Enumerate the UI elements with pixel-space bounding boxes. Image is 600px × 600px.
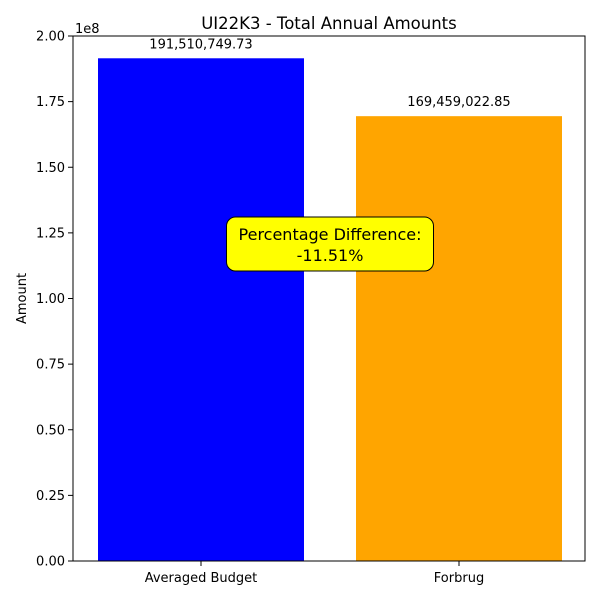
- x-axis-ticks-group: Averaged Budget Forbrug: [145, 561, 484, 586]
- y-tick-label-6: 1.50: [36, 161, 65, 176]
- y-tick-label-1: 0.25: [36, 489, 65, 504]
- y-tick-label-8: 2.00: [36, 30, 65, 45]
- plot-frame: [72, 35, 586, 562]
- bar-1: [98, 58, 304, 562]
- y-axis-ticks-group: 0.00 0.25 0.50 0.75 1.00 1.25 1.50 1.75 2.00: [36, 30, 73, 570]
- bar-data-labels-group: 191,510,749.73 169,459,022.85: [149, 37, 510, 110]
- y-tick-label-0: 0.00: [36, 555, 65, 570]
- y-tick-label-5: 1.25: [36, 226, 65, 241]
- y-tick-label-7: 1.75: [36, 95, 65, 110]
- y-axis-label: Amount: [15, 273, 30, 324]
- y-tick-label-4: 1.00: [36, 292, 65, 307]
- bar-2: [356, 116, 562, 561]
- percentage-difference-callout: Percentage Difference: -11.51%: [226, 216, 434, 272]
- y-axis-scale-label: 1e8: [75, 22, 100, 37]
- bars-group: [98, 58, 562, 562]
- y-tick-label-2: 0.50: [36, 423, 65, 438]
- callout-title: Percentage Difference:: [239, 225, 422, 244]
- bar-data-label-1: 191,510,749.73: [149, 37, 252, 52]
- bar-data-label-2: 169,459,022.85: [407, 95, 510, 110]
- chart-title: UI22K3 - Total Annual Amounts: [201, 14, 457, 33]
- y-tick-label-3: 0.75: [36, 358, 65, 373]
- callout-box: [226, 216, 434, 272]
- callout-value: -11.51%: [297, 246, 364, 265]
- x-tick-label-1: Averaged Budget: [145, 571, 258, 586]
- x-tick-label-2: Forbrug: [434, 571, 484, 586]
